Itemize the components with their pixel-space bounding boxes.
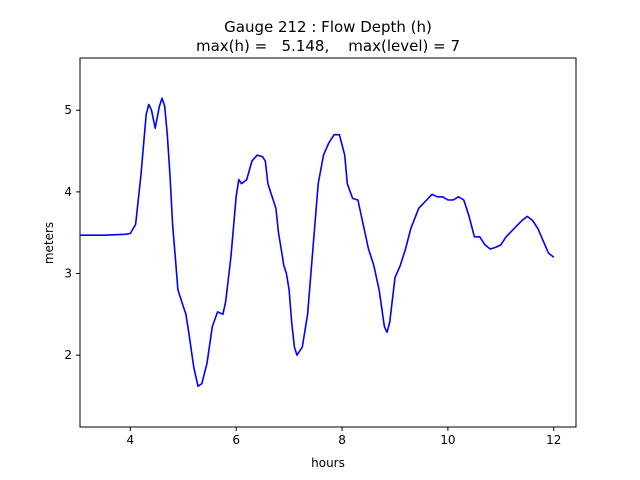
x-axis-label: hours — [311, 456, 345, 470]
plot-frame — [79, 57, 577, 428]
x-tick-label: 6 — [232, 433, 240, 447]
x-tick-label: 12 — [546, 433, 561, 447]
chart-title: Gauge 212 : Flow Depth (h) — [224, 18, 432, 36]
y-tick-label: 2 — [64, 348, 72, 362]
y-tick-label: 5 — [64, 103, 72, 117]
series-line — [80, 97, 555, 387]
x-tick-label: 8 — [338, 433, 346, 447]
y-tick-label: 3 — [64, 267, 72, 281]
x-tick-label: 4 — [126, 433, 134, 447]
x-tick-label: 10 — [440, 433, 455, 447]
y-axis-label: meters — [42, 222, 56, 264]
chart-subtitle: max(h) = 5.148, max(level) = 7 — [196, 37, 460, 55]
y-tick-label: 4 — [64, 185, 72, 199]
